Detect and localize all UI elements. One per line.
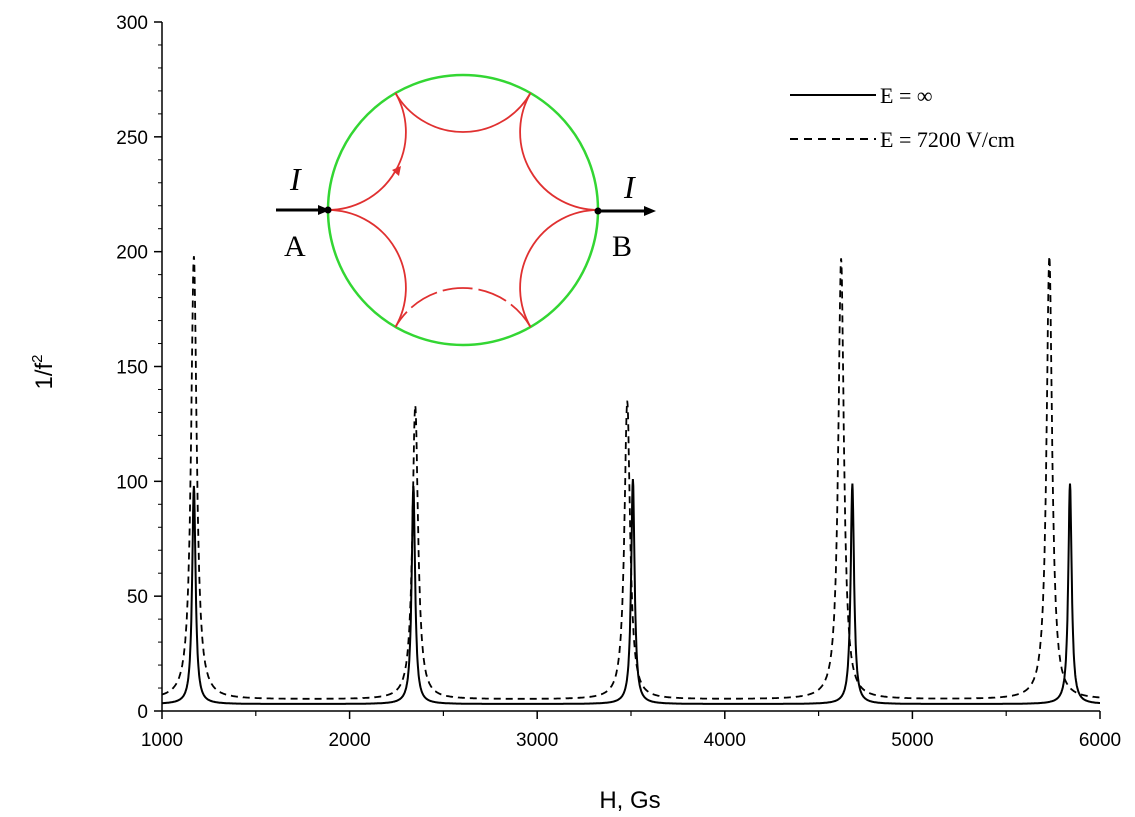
- legend-label-dashed: E = 7200 V/cm: [880, 127, 1015, 152]
- x-tick-label: 3000: [516, 730, 558, 751]
- point-a-dot: [324, 206, 332, 214]
- series-line-0: [162, 478, 1100, 705]
- x-axis-title: H, Gs: [599, 787, 660, 814]
- inset-arc: [519, 209, 599, 328]
- inset-arc: [327, 209, 407, 328]
- series-layer: [161, 256, 1101, 705]
- inset-arc: [327, 92, 407, 211]
- y-tick-label: 200: [116, 243, 148, 264]
- current-label-left: I: [289, 161, 302, 197]
- y-axis-title-exponent: 2: [29, 354, 46, 362]
- legend-label-solid: E = ∞: [880, 83, 933, 108]
- legend: E = ∞ E = 7200 V/cm: [790, 83, 1015, 152]
- current-out-arrowhead: [644, 206, 656, 216]
- y-tick-label: 250: [116, 128, 148, 149]
- inset-arc-arrowhead: [392, 166, 401, 176]
- series-line-1: [161, 256, 1101, 700]
- x-tick-label: 5000: [891, 730, 933, 751]
- ticks: 1000 2000 3000 4000 5000 6000 0 50 100 150 200 250 3…: [116, 13, 1121, 751]
- point-b-label: B: [612, 230, 632, 263]
- inset-diagram: I I A B: [276, 73, 656, 347]
- y-tick-label: 50: [127, 587, 148, 608]
- current-label-right: I: [623, 169, 636, 205]
- y-tick-label: 300: [116, 13, 148, 34]
- y-tick-label: 0: [137, 702, 148, 723]
- inset-arc: [394, 287, 532, 328]
- inset-arcs: [327, 92, 599, 328]
- svg-text:1/f2: 1/f2: [29, 354, 58, 389]
- inset-circle: [326, 73, 600, 347]
- inset-arc: [519, 92, 599, 211]
- x-tick-label: 6000: [1079, 730, 1121, 751]
- point-a-label: A: [284, 230, 306, 263]
- y-axis-title: 1/f2: [29, 354, 58, 389]
- y-axis-title-base: 1/f: [31, 363, 58, 390]
- inset-arc: [394, 92, 532, 133]
- current-in-arrowhead: [318, 205, 330, 215]
- x-tick-label: 2000: [328, 730, 370, 751]
- y-tick-label: 100: [116, 472, 148, 493]
- point-b-dot: [594, 207, 602, 215]
- x-tick-label: 1000: [141, 730, 183, 751]
- x-tick-label: 4000: [704, 730, 746, 751]
- y-tick-label: 150: [116, 358, 148, 379]
